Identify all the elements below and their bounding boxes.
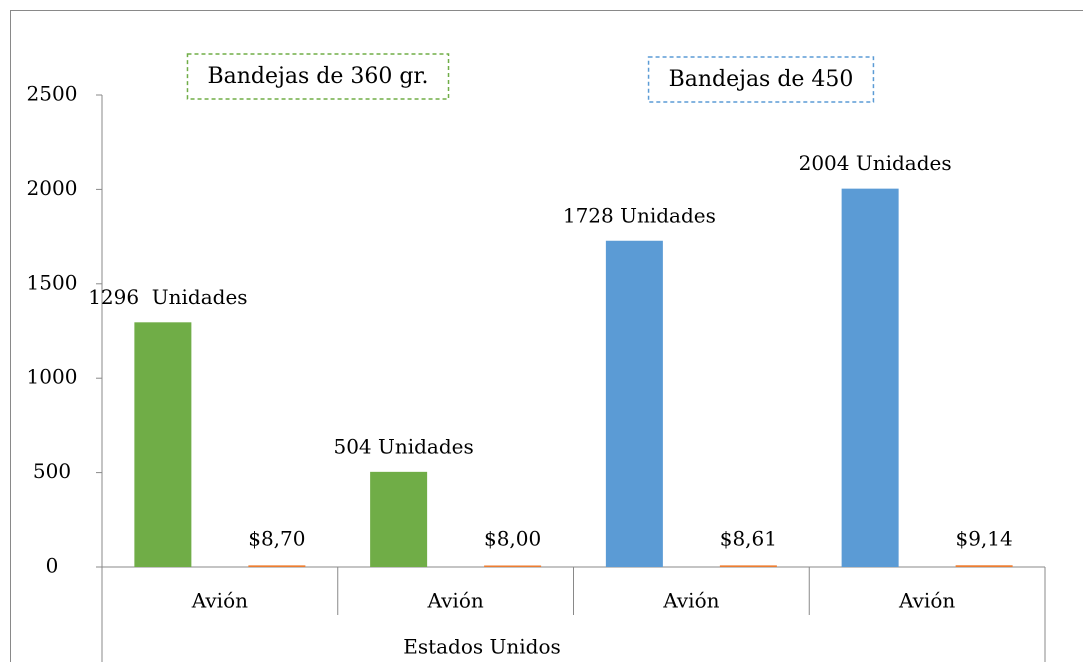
bar (719, 565, 777, 567)
bar (955, 565, 1013, 567)
group-label: Estados Unidos (403, 635, 561, 659)
annotation: Bandejas de 450 (669, 67, 854, 92)
value-label: 2004 Unidades (799, 151, 952, 175)
x-tick-label: Avión (662, 589, 719, 613)
value-label: $8,70 (248, 527, 305, 551)
x-tick-label: Avión (427, 589, 484, 613)
x-tick-label: Avión (191, 589, 248, 613)
value-label: 1296 Unidades (88, 285, 247, 309)
y-tick-label: 1500 (27, 270, 78, 294)
value-label: 1728 Unidades (563, 203, 716, 227)
annotation-box (186, 53, 450, 100)
x-tick-label: Avión (898, 589, 955, 613)
bar (134, 322, 192, 567)
bar (484, 565, 542, 567)
y-tick-label: 500 (33, 459, 71, 483)
value-label: $8,61 (720, 527, 777, 551)
value-label: 504 Unidades (333, 434, 473, 458)
bar (841, 188, 899, 567)
y-tick-label: 0 (46, 554, 59, 578)
annotation: Bandejas de 360 gr. (207, 64, 428, 89)
bar (370, 471, 428, 567)
y-tick-label: 2000 (27, 176, 78, 200)
y-tick-label: 1000 (27, 365, 78, 389)
value-label: $8,00 (484, 527, 541, 551)
annotation-box (647, 56, 875, 103)
y-tick-label: 2500 (27, 82, 78, 106)
chart-frame (10, 10, 1083, 662)
bar (248, 565, 306, 567)
value-label: $9,14 (955, 527, 1012, 551)
bar (605, 240, 663, 567)
